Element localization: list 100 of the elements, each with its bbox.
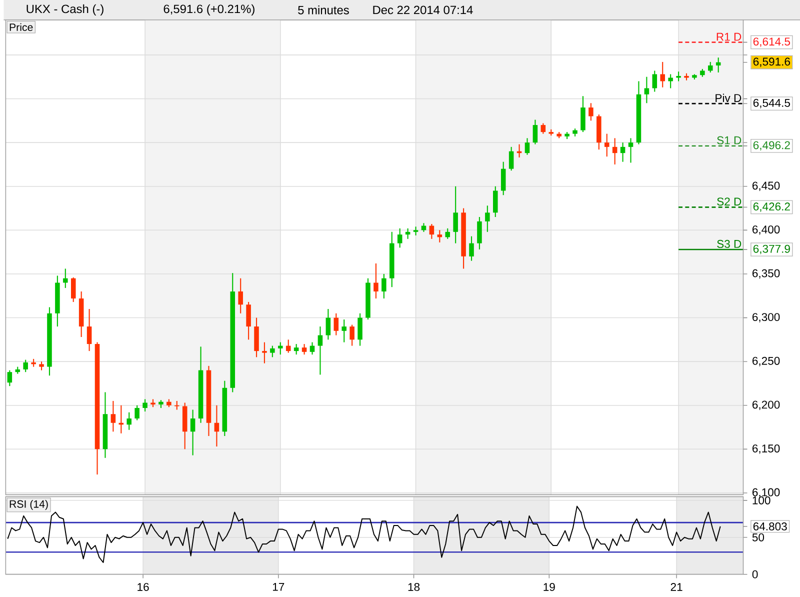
candlestick	[668, 74, 673, 89]
candlestick	[461, 208, 466, 270]
candlestick	[532, 119, 538, 145]
candlestick	[334, 312, 339, 336]
candlestick	[588, 102, 594, 122]
candlestick	[358, 312, 362, 346]
x-tick-label: 19	[544, 582, 555, 591]
y-tick-label: 6,150	[752, 444, 780, 454]
candlestick	[318, 326, 323, 376]
candlestick	[445, 228, 450, 240]
candlestick	[286, 339, 291, 354]
candlestick	[652, 70, 658, 92]
text: Dec 22 2014 07:14	[373, 6, 473, 14]
y-tick-label: 6,200	[752, 400, 780, 410]
candlestick	[676, 70, 681, 82]
candlestick	[78, 290, 84, 338]
candlestick	[102, 392, 108, 458]
y-tick-label: 6,300	[752, 312, 780, 322]
candlestick	[580, 95, 586, 132]
candlestick	[342, 318, 346, 343]
text: 5 minutes	[298, 5, 349, 14]
y-tick-label: 6,250	[752, 356, 780, 366]
candlestick	[142, 398, 148, 412]
candlestick	[23, 359, 28, 372]
x-tick-label: 18	[408, 582, 420, 591]
y-tick-label: 100	[752, 496, 770, 504]
candlestick	[405, 228, 410, 240]
candlestick	[485, 204, 490, 232]
candlestick	[262, 342, 267, 364]
candlestick	[612, 138, 618, 165]
candlestick	[55, 275, 60, 327]
candlestick	[94, 342, 100, 475]
candlestick	[540, 122, 546, 134]
candlestick	[644, 76, 650, 104]
y-tick-label: 6,400	[752, 225, 780, 235]
candlestick	[190, 409, 196, 456]
x-tick-label: 16	[138, 582, 149, 591]
candlestick	[230, 272, 236, 393]
candlestick	[604, 133, 610, 157]
candlestick	[636, 80, 642, 145]
candlestick	[366, 278, 370, 320]
candlestick	[254, 317, 259, 358]
ref-line-label: S2 D	[717, 198, 742, 206]
y-tick-label: 64.803	[753, 522, 787, 530]
y-tick-label: 6,350	[752, 269, 780, 278]
candlestick	[389, 231, 394, 288]
candlestick	[413, 226, 418, 236]
x-tick-label: 17	[272, 582, 284, 591]
candlestick	[596, 114, 602, 150]
y-tick-label: 6,614.5	[753, 37, 790, 47]
candlestick	[708, 61, 713, 73]
candlestick	[660, 61, 665, 88]
y-tick-label: 6,591.6	[753, 58, 790, 67]
candlestick	[182, 402, 188, 450]
candlestick	[429, 223, 434, 240]
candlestick	[374, 262, 378, 299]
x-tick-label: 21	[670, 582, 682, 591]
candlestick	[469, 236, 474, 262]
candlestick	[70, 276, 76, 302]
y-axis-title: Price	[10, 23, 33, 31]
y-tick-label: 6,426.2	[753, 202, 790, 212]
candlestick	[110, 400, 116, 432]
candlestick	[437, 230, 442, 243]
y-tick-label: 6,377.9	[753, 244, 790, 254]
candlestick	[716, 56, 721, 73]
candlestick	[493, 186, 498, 218]
y-axis-title: RSI (14)	[10, 500, 48, 510]
candlestick	[206, 365, 212, 436]
candlestick	[500, 161, 506, 196]
y-tick-label: 0	[752, 570, 758, 578]
candlestick	[620, 142, 626, 162]
candlestick	[126, 412, 132, 430]
candlestick	[302, 343, 307, 355]
y-tick-label: 6,496.2	[753, 141, 790, 150]
candlestick	[246, 301, 251, 340]
candlestick	[294, 343, 299, 355]
candlestick	[628, 138, 634, 164]
candlestick	[397, 228, 402, 248]
ref-line-label: S1 D	[717, 136, 742, 144]
candlestick	[524, 138, 530, 156]
candlestick	[198, 346, 204, 424]
candlestick	[310, 342, 315, 355]
candlestick	[222, 380, 228, 436]
candlestick	[453, 186, 458, 244]
candlestick	[270, 345, 275, 358]
y-tick-label: 6,450	[752, 182, 780, 191]
ref-line-label: Piv D	[716, 94, 742, 102]
candlestick	[63, 268, 68, 288]
y-tick-label: 6,100	[752, 488, 780, 498]
candlestick	[382, 273, 386, 299]
chart-title: UKX - Cash (-)	[26, 4, 104, 16]
candlestick	[238, 278, 243, 314]
candlestick	[350, 324, 354, 346]
candlestick	[214, 404, 220, 447]
candlestick	[7, 370, 12, 386]
candlestick	[326, 308, 331, 340]
text: 6,591.6 (+0.21%)	[164, 4, 254, 16]
ref-line-label: S3 D	[717, 240, 742, 248]
candlestick	[477, 216, 482, 250]
candlestick	[278, 342, 283, 355]
